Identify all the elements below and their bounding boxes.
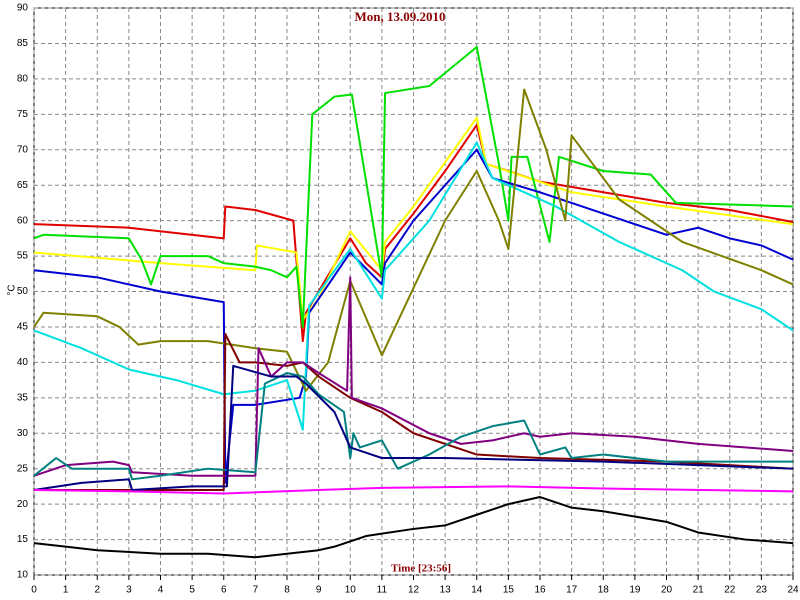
data-line — [33, 141, 794, 431]
x-tick-label: 24 — [787, 585, 799, 596]
y-tick-label: 80 — [17, 74, 29, 85]
y-tick-label: 35 — [17, 392, 29, 403]
x-tick-label: 4 — [158, 585, 164, 596]
y-tick-label: 40 — [17, 357, 29, 368]
y-tick-label: 55 — [17, 251, 29, 262]
x-tick-label: 13 — [440, 585, 452, 596]
data-line — [33, 45, 794, 328]
x-tick-label: 0 — [31, 585, 37, 596]
x-tick-label: 19 — [629, 585, 641, 596]
x-axis-label: Time [23:56] — [391, 563, 451, 575]
y-tick-label: 60 — [17, 215, 29, 226]
y-tick-label: 25 — [17, 463, 29, 474]
x-tick-label: 11 — [377, 585, 388, 596]
x-tick-label: 14 — [471, 585, 483, 596]
x-tick-label: 16 — [534, 585, 546, 596]
x-tick-label: 21 — [693, 585, 705, 596]
data-line — [33, 276, 794, 477]
x-tick-label: 20 — [661, 585, 673, 596]
x-tick-label: 1 — [63, 585, 69, 596]
x-tick-label: 7 — [253, 585, 259, 596]
data-line — [33, 372, 793, 481]
chart-title: Mon, 13.09.2010 — [355, 9, 446, 24]
data-line — [34, 333, 794, 491]
y-tick-label: 20 — [17, 499, 29, 510]
y-tick-label: 85 — [17, 38, 29, 49]
x-tick-label: 12 — [408, 585, 420, 596]
data-line — [33, 364, 794, 491]
y-tick-label: 15 — [17, 534, 29, 545]
y-tick-label: 75 — [17, 109, 29, 120]
x-tick-label: 5 — [189, 585, 195, 596]
data-line — [33, 485, 794, 495]
x-tick-label: 8 — [284, 585, 290, 596]
x-tick-label: 9 — [316, 585, 322, 596]
x-tick-label: 2 — [94, 585, 100, 596]
x-tick-label: 6 — [221, 585, 227, 596]
y-tick-label: 45 — [17, 322, 29, 333]
x-tick-label: 15 — [503, 585, 515, 596]
y-tick-label: 65 — [17, 180, 29, 191]
x-tick-label: 3 — [126, 585, 132, 596]
x-tick-label: 22 — [724, 585, 736, 596]
y-tick-label: 50 — [17, 286, 29, 297]
y-tick-label: 90 — [17, 3, 29, 14]
data-line — [33, 116, 794, 321]
data-line — [33, 496, 794, 559]
x-tick-label: 17 — [566, 585, 578, 596]
y-axis-label: °C — [7, 284, 18, 295]
y-tick-label: 30 — [17, 428, 29, 439]
x-tick-label: 10 — [345, 585, 357, 596]
x-tick-label: 18 — [598, 585, 610, 596]
x-tick-label: 23 — [756, 585, 768, 596]
y-tick-label: 70 — [17, 144, 29, 155]
y-tick-label: 10 — [17, 570, 29, 581]
data-line — [33, 88, 794, 392]
